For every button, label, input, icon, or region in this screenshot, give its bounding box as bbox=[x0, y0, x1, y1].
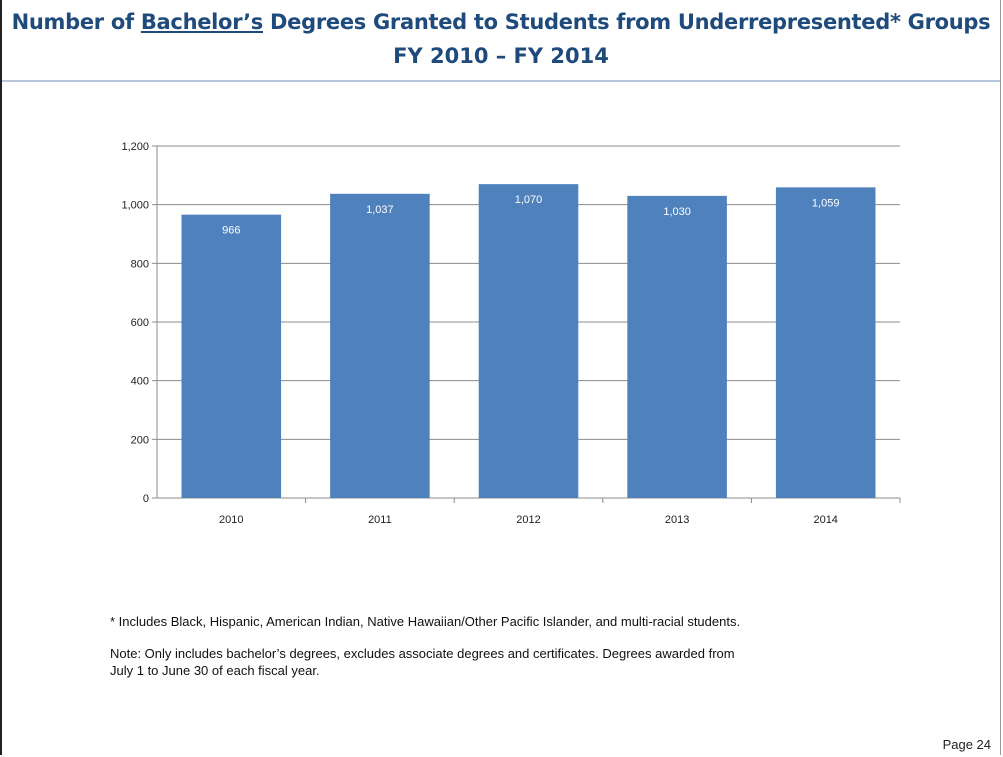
y-tick-label: 200 bbox=[131, 434, 149, 446]
data-label: 966 bbox=[222, 225, 240, 237]
title-suffix: Degrees Granted to Students from Underre… bbox=[263, 10, 991, 34]
bar bbox=[181, 214, 282, 498]
note: Note: Only includes bachelor’s degrees, … bbox=[110, 645, 870, 679]
x-tick-label: 2012 bbox=[516, 514, 540, 526]
note-line-2: July 1 to June 30 of each fiscal year. bbox=[110, 663, 320, 678]
data-label: 1,070 bbox=[515, 194, 543, 206]
footnote: * Includes Black, Hispanic, American Ind… bbox=[110, 614, 741, 629]
y-tick-label: 400 bbox=[131, 376, 149, 388]
y-tick-label: 1,000 bbox=[121, 200, 149, 212]
y-tick-label: 0 bbox=[143, 493, 149, 505]
page-subtitle: FY 2010 – FY 2014 bbox=[393, 44, 609, 68]
x-tick-label: 2011 bbox=[368, 514, 392, 526]
bar-chart: 0 200 400 600 800 1,000 1,200 966 2010 1,037 2011 1… bbox=[121, 141, 901, 526]
y-tick-label: 1,200 bbox=[121, 141, 149, 153]
bar bbox=[330, 193, 430, 498]
note-line-1: Note: Only includes bachelor’s degrees, … bbox=[110, 646, 735, 661]
bar bbox=[627, 195, 727, 498]
page-title: Number of Bachelor’s Degrees Granted to … bbox=[2, 10, 1000, 34]
data-label: 1,030 bbox=[663, 206, 691, 218]
bar bbox=[478, 184, 579, 498]
data-label: 1,037 bbox=[366, 204, 394, 216]
y-tick-label: 800 bbox=[131, 258, 149, 270]
x-tick-label: 2010 bbox=[219, 514, 243, 526]
x-tick-label: 2014 bbox=[813, 514, 837, 526]
title-prefix: Number of bbox=[11, 10, 141, 34]
data-label: 1,059 bbox=[812, 197, 840, 209]
x-tick-label: 2013 bbox=[665, 514, 689, 526]
bar bbox=[775, 187, 876, 499]
slide-header: Number of Bachelor’s Degrees Granted to … bbox=[2, 0, 1000, 82]
page-number: Page 24 bbox=[942, 737, 991, 752]
title-underlined-word: Bachelor’s bbox=[140, 10, 264, 34]
y-tick-label: 600 bbox=[131, 317, 149, 329]
